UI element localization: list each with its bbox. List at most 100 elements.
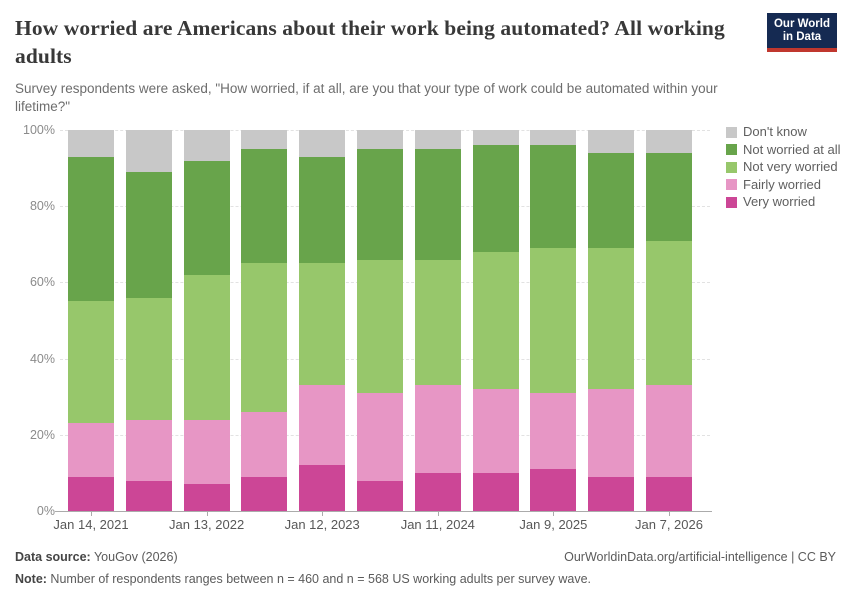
page-title: How worried are Americans about their wo… [15, 16, 725, 68]
x-axis-label-0: Jan 14, 2021 [53, 517, 129, 532]
bar-segment-not-worried-at-all-4[interactable] [299, 156, 346, 264]
x-axis-label-2: Jan 13, 2022 [169, 517, 245, 532]
data-source: Data source: YouGov (2026) [15, 550, 178, 564]
legend-item-not-worried-at-all[interactable]: Not worried at all [726, 141, 841, 157]
bar-segment-don-t-know-7[interactable] [472, 130, 519, 146]
bar-segment-not-very-worried-7[interactable] [472, 251, 519, 390]
bar-3[interactable] [241, 130, 288, 511]
bar-segment-not-worried-at-all-3[interactable] [241, 149, 288, 264]
x-axis-label-10: Jan 7, 2026 [635, 517, 703, 532]
x-axis-label-8: Jan 9, 2025 [519, 517, 588, 532]
legend-label-don-t-know: Don't know [743, 124, 807, 139]
bar-segment-fairly-worried-8[interactable] [530, 392, 577, 470]
bar-segment-very-worried-3[interactable] [241, 476, 288, 511]
bar-segment-don-t-know-6[interactable] [414, 130, 461, 150]
bar-segment-fairly-worried-6[interactable] [414, 385, 461, 473]
bar-segment-fairly-worried-7[interactable] [472, 389, 519, 473]
bar-segment-not-worried-at-all-9[interactable] [588, 152, 635, 249]
legend-item-don-t-know[interactable]: Don't know [726, 124, 841, 139]
bar-segment-very-worried-9[interactable] [588, 476, 635, 511]
bar-segment-don-t-know-1[interactable] [125, 130, 172, 172]
bar-segment-don-t-know-10[interactable] [646, 130, 692, 153]
bar-segment-not-very-worried-9[interactable] [588, 248, 635, 390]
rights-link[interactable]: OurWorldinData.org/artificial-intelligen… [564, 550, 836, 564]
bar-segment-not-worried-at-all-1[interactable] [125, 171, 172, 298]
bar-segment-not-very-worried-5[interactable] [357, 259, 403, 393]
legend-item-fairly-worried[interactable]: Fairly worried [726, 176, 841, 192]
x-axis-tick-10 [669, 511, 670, 516]
bar-segment-fairly-worried-3[interactable] [241, 411, 288, 477]
legend-item-very-worried[interactable]: Very worried [726, 195, 841, 209]
data-source-value: YouGov (2026) [90, 550, 178, 564]
note-value: Number of respondents ranges between n =… [46, 572, 592, 586]
x-axis-label-4: Jan 12, 2023 [284, 517, 360, 532]
bar-segment-not-worried-at-all-6[interactable] [414, 149, 461, 260]
y-axis-label-0: 0% [36, 504, 55, 518]
x-axis-tick-8 [553, 511, 555, 516]
bar-segment-not-very-worried-2[interactable] [183, 274, 230, 420]
legend-label-fairly-worried: Fairly worried [743, 176, 822, 192]
bar-segment-don-t-know-8[interactable] [530, 130, 577, 146]
bar-9[interactable] [588, 130, 635, 511]
bar-segment-don-t-know-4[interactable] [299, 130, 346, 157]
bar-segment-very-worried-1[interactable] [125, 480, 172, 511]
bar-segment-fairly-worried-0[interactable] [68, 423, 114, 477]
bar-segment-not-very-worried-8[interactable] [530, 248, 577, 393]
bar-segment-not-worried-at-all-2[interactable] [183, 160, 230, 275]
owid-logo[interactable]: Our World in Data [767, 13, 837, 52]
bar-segment-not-very-worried-10[interactable] [646, 240, 692, 386]
bar-segment-don-t-know-0[interactable] [68, 130, 114, 157]
bar-5[interactable] [357, 130, 403, 511]
x-axis-tick-2 [206, 511, 208, 516]
legend-label-not-very-worried: Not very worried [743, 159, 838, 174]
bar-6[interactable] [414, 130, 461, 511]
bar-segment-very-worried-5[interactable] [357, 480, 403, 511]
bar-segment-don-t-know-5[interactable] [357, 130, 403, 150]
owid-logo-line1: Our World [773, 18, 830, 30]
bar-segment-very-worried-10[interactable] [646, 476, 692, 511]
bar-segment-fairly-worried-4[interactable] [299, 385, 346, 466]
legend-swatch-not-very-worried [726, 161, 737, 173]
bar-segment-not-worried-at-all-10[interactable] [646, 152, 692, 241]
bar-7[interactable] [472, 130, 519, 511]
x-axis-label-6: Jan 11, 2024 [400, 517, 475, 532]
bar-segment-fairly-worried-5[interactable] [357, 392, 403, 481]
bar-segment-not-very-worried-1[interactable] [125, 297, 172, 420]
bar-segment-fairly-worried-2[interactable] [183, 419, 230, 485]
y-axis-label-80: 80% [29, 199, 55, 214]
bar-segment-don-t-know-9[interactable] [588, 130, 635, 153]
bar-segment-not-worried-at-all-7[interactable] [472, 145, 519, 252]
bar-2[interactable] [183, 130, 230, 511]
legend-swatch-very-worried [726, 196, 737, 208]
owid-logo-line2: in Data [782, 31, 822, 43]
bar-segment-fairly-worried-1[interactable] [125, 419, 172, 481]
bar-segment-not-worried-at-all-8[interactable] [530, 145, 577, 249]
bar-segment-not-very-worried-3[interactable] [241, 263, 288, 412]
bar-segment-very-worried-4[interactable] [299, 465, 346, 511]
bar-segment-don-t-know-3[interactable] [241, 130, 288, 150]
bar-1[interactable] [125, 130, 172, 511]
data-source-label: Data source: [15, 550, 91, 564]
bar-segment-not-very-worried-4[interactable] [299, 263, 346, 386]
bar-segment-not-worried-at-all-0[interactable] [68, 156, 114, 302]
bar-segment-fairly-worried-9[interactable] [588, 389, 635, 477]
legend-item-not-very-worried[interactable]: Not very worried [726, 159, 841, 174]
bar-segment-don-t-know-2[interactable] [183, 130, 230, 161]
bar-0[interactable] [68, 130, 114, 511]
bar-8[interactable] [530, 130, 577, 511]
bar-segment-very-worried-6[interactable] [414, 472, 461, 511]
legend-label-not-worried-at-all: Not worried at all [743, 141, 841, 157]
bar-segment-very-worried-0[interactable] [68, 476, 114, 511]
bar-10[interactable] [646, 130, 692, 511]
bar-segment-very-worried-2[interactable] [183, 484, 230, 511]
x-axis-line [55, 511, 712, 512]
y-axis-label-60: 60% [29, 275, 55, 290]
bar-segment-not-very-worried-6[interactable] [414, 259, 461, 386]
bar-segment-very-worried-8[interactable] [530, 469, 577, 511]
bar-segment-fairly-worried-10[interactable] [646, 385, 692, 477]
bar-4[interactable] [299, 130, 346, 511]
bar-segment-not-worried-at-all-5[interactable] [357, 149, 403, 260]
bar-segment-very-worried-7[interactable] [472, 472, 519, 511]
bar-segment-not-very-worried-0[interactable] [68, 301, 114, 424]
